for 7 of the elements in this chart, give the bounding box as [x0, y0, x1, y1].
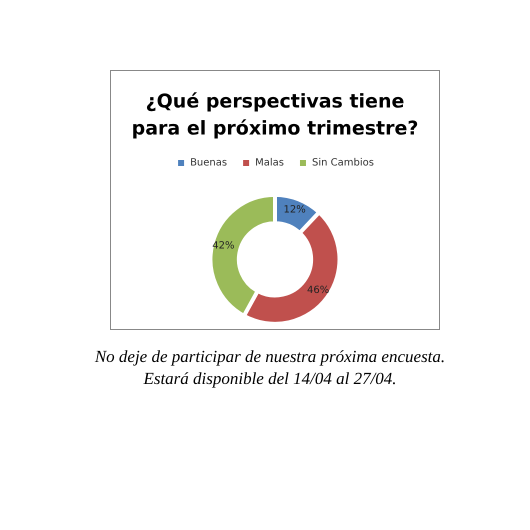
text: No deje de participar de nuestra próxima encuesta. Estará disponible del 14/04 al 27/04. — [94, 346, 446, 390]
legend-label: Malas — [255, 158, 284, 168]
data-label: 12% — [284, 204, 306, 216]
chart-title: ¿Qué perspectivas tiene para el próximo trimestre? — [132, 90, 418, 140]
legend-label: Buenas — [190, 158, 228, 168]
legend-label: Sin Cambios — [312, 158, 374, 168]
data-label: 46% — [307, 285, 330, 296]
